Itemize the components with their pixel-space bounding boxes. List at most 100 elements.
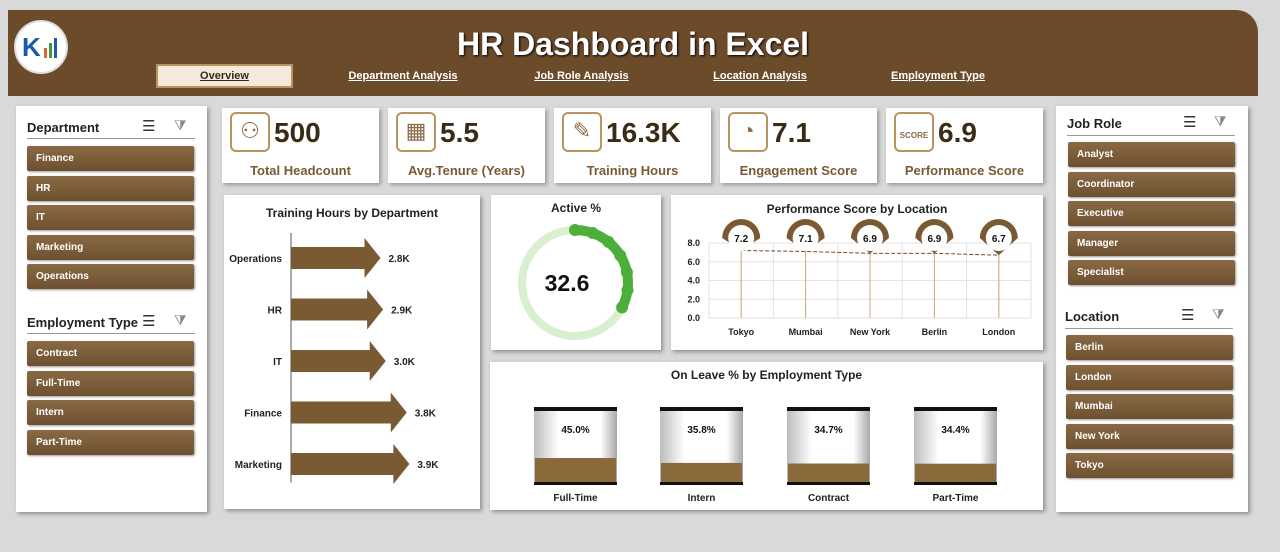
tab-overview[interactable]: Overview: [156, 64, 293, 88]
data-label: 34.7%: [814, 425, 842, 436]
chart-title: Training Hours by Department: [265, 206, 439, 220]
department-slicer-title: Department: [27, 120, 100, 135]
slicer-item-london[interactable]: London: [1066, 364, 1233, 390]
slicer-item-coordinator[interactable]: Coordinator: [1068, 171, 1235, 197]
chart-title: Active %: [550, 201, 602, 215]
kpi-value: 7.1: [772, 117, 811, 148]
data-label: 6.9: [927, 234, 941, 245]
clear-filter-icon[interactable]: ⧩: [1212, 306, 1225, 322]
org-chart-icon: ⚇: [230, 112, 270, 152]
calendar-icon: ▦: [396, 112, 436, 152]
kpi-value: 6.9: [938, 117, 977, 148]
cylinder-fill: [661, 462, 742, 482]
tab-employment-type[interactable]: Employment Type: [891, 70, 985, 82]
data-label: 6.7: [992, 234, 1006, 245]
x-tick-label: Part-Time: [933, 493, 979, 504]
multi-select-icon[interactable]: ☰: [142, 313, 156, 330]
data-label: 35.8%: [687, 425, 715, 436]
job-role-slicer-title: Job Role: [1067, 116, 1122, 131]
slicer-item-full-time[interactable]: Full-Time: [27, 370, 194, 396]
slicer-item-mumbai[interactable]: Mumbai: [1066, 394, 1233, 420]
data-label: 45.0%: [561, 425, 589, 436]
slicer-divider: [1067, 135, 1235, 136]
x-tick-label: London: [982, 327, 1015, 337]
active-donut: 32.6: [518, 224, 634, 340]
category-label: IT: [273, 357, 282, 368]
cylinder-fill: [788, 463, 869, 482]
cylinder-rim: [787, 407, 870, 411]
slicer-item-berlin[interactable]: Berlin: [1066, 335, 1233, 360]
cylinder-base: [534, 482, 617, 485]
clear-filter-icon[interactable]: ⧩: [174, 117, 187, 133]
slicer-item-manager[interactable]: Manager: [1068, 230, 1235, 256]
on-leave-chart: On Leave % by Employment Type 45.0% Full-…: [490, 362, 1043, 510]
kpi-label: Engagement Score: [739, 163, 858, 178]
donut-bead: [620, 266, 633, 279]
cylinder-rim: [660, 407, 743, 411]
x-tick-label: Berlin: [922, 327, 948, 337]
clear-filter-icon[interactable]: ⧩: [174, 312, 187, 328]
bar-arrow-hr: [291, 289, 384, 330]
data-label: 2.9K: [391, 306, 413, 317]
bar-arrow-it: [291, 341, 386, 381]
multi-select-icon[interactable]: ☰: [1183, 114, 1197, 131]
kpi-card-total-headcount: ⚇ 500 Total Headcount: [222, 108, 379, 183]
slicer-item-intern[interactable]: Intern: [27, 400, 194, 426]
tab-job-role-analysis[interactable]: Job Role Analysis: [534, 70, 629, 82]
kpi-label: Total Headcount: [250, 163, 351, 178]
slicer-item-it[interactable]: IT: [27, 205, 194, 231]
slicer-item-marketing[interactable]: Marketing: [27, 234, 194, 260]
pin-face: [728, 225, 755, 251]
data-label: 6.9: [863, 234, 877, 245]
page-title: HR Dashboard in Excel: [456, 26, 810, 62]
slicer-divider: [27, 138, 195, 139]
x-tick-label: Mumbai: [789, 327, 823, 337]
cylinder-rim: [534, 407, 617, 411]
cylinder-base: [787, 482, 870, 485]
kpi-label: Performance Score: [904, 163, 1025, 178]
slicer-item-executive[interactable]: Executive: [1068, 201, 1235, 227]
y-tick-label: 6.0: [687, 257, 700, 267]
performance-plot: 0.0 2.0 4.0 6.0 8.0 7.2 Tokyo 7.1 Mumbai 6.9 New Y…: [687, 218, 1032, 337]
donut-value: 32.6: [545, 270, 590, 296]
data-label: 7.1: [799, 234, 813, 245]
tab-department-analysis[interactable]: Department Analysis: [348, 70, 458, 82]
training-hours-plot: Operations 2.8K HR 2.9K IT 3.0K Finance 3.8K Mar…: [229, 233, 439, 484]
data-label: 3.9K: [417, 460, 439, 471]
chart-title: On Leave % by Employment Type: [670, 368, 863, 382]
multi-select-icon[interactable]: ☰: [142, 118, 156, 135]
slicer-item-tokyo[interactable]: Tokyo: [1066, 453, 1233, 479]
slicer-item-part-time[interactable]: Part-Time: [27, 429, 194, 455]
clear-filter-icon[interactable]: ⧩: [1214, 113, 1227, 129]
donut-bead: [614, 249, 627, 262]
slicer-item-new-york[interactable]: New York: [1066, 423, 1233, 449]
bar-arrow-operations: [291, 238, 381, 278]
active-percent-chart: Active % 32.6: [491, 195, 661, 350]
multi-select-icon[interactable]: ☰: [1181, 307, 1195, 324]
kpi-label: Avg.Tenure (Years): [407, 163, 526, 178]
performance-score-chart: Performance Score by Location 0.0 2.0 4.0 6…: [671, 195, 1043, 350]
x-tick-label: Contract: [808, 493, 850, 504]
cylinder-fill: [915, 463, 996, 482]
kpi-card-performance-score: SCORE 6.9 Performance Score: [886, 108, 1043, 183]
pin-face: [985, 225, 1012, 251]
slicer-item-operations[interactable]: Operations: [27, 264, 194, 290]
slicer-item-analyst[interactable]: Analyst: [1068, 142, 1235, 167]
cylinder-base: [660, 482, 743, 485]
x-tick-label: New York: [850, 327, 891, 337]
slicer-item-specialist[interactable]: Specialist: [1068, 260, 1235, 286]
donut-bead: [569, 224, 581, 236]
slicer-item-contract[interactable]: Contract: [27, 341, 194, 366]
donut-bead: [621, 284, 634, 297]
x-tick-label: Intern: [688, 493, 716, 504]
kpi-card-engagement-score: ◔ 7.1 Engagement Score: [720, 108, 877, 183]
tab-location-analysis[interactable]: Location Analysis: [713, 70, 807, 82]
kpi-card-avg-tenure-years-: ▦ 5.5 Avg.Tenure (Years): [388, 108, 545, 183]
kpi-value: 16.3K: [606, 117, 681, 148]
kpi-value: 500: [274, 117, 321, 148]
category-label: Marketing: [235, 460, 282, 471]
score-icon: SCORE: [894, 112, 934, 152]
slicer-item-hr[interactable]: HR: [27, 175, 194, 201]
pin-face: [857, 225, 883, 251]
slicer-item-finance[interactable]: Finance: [27, 146, 194, 171]
